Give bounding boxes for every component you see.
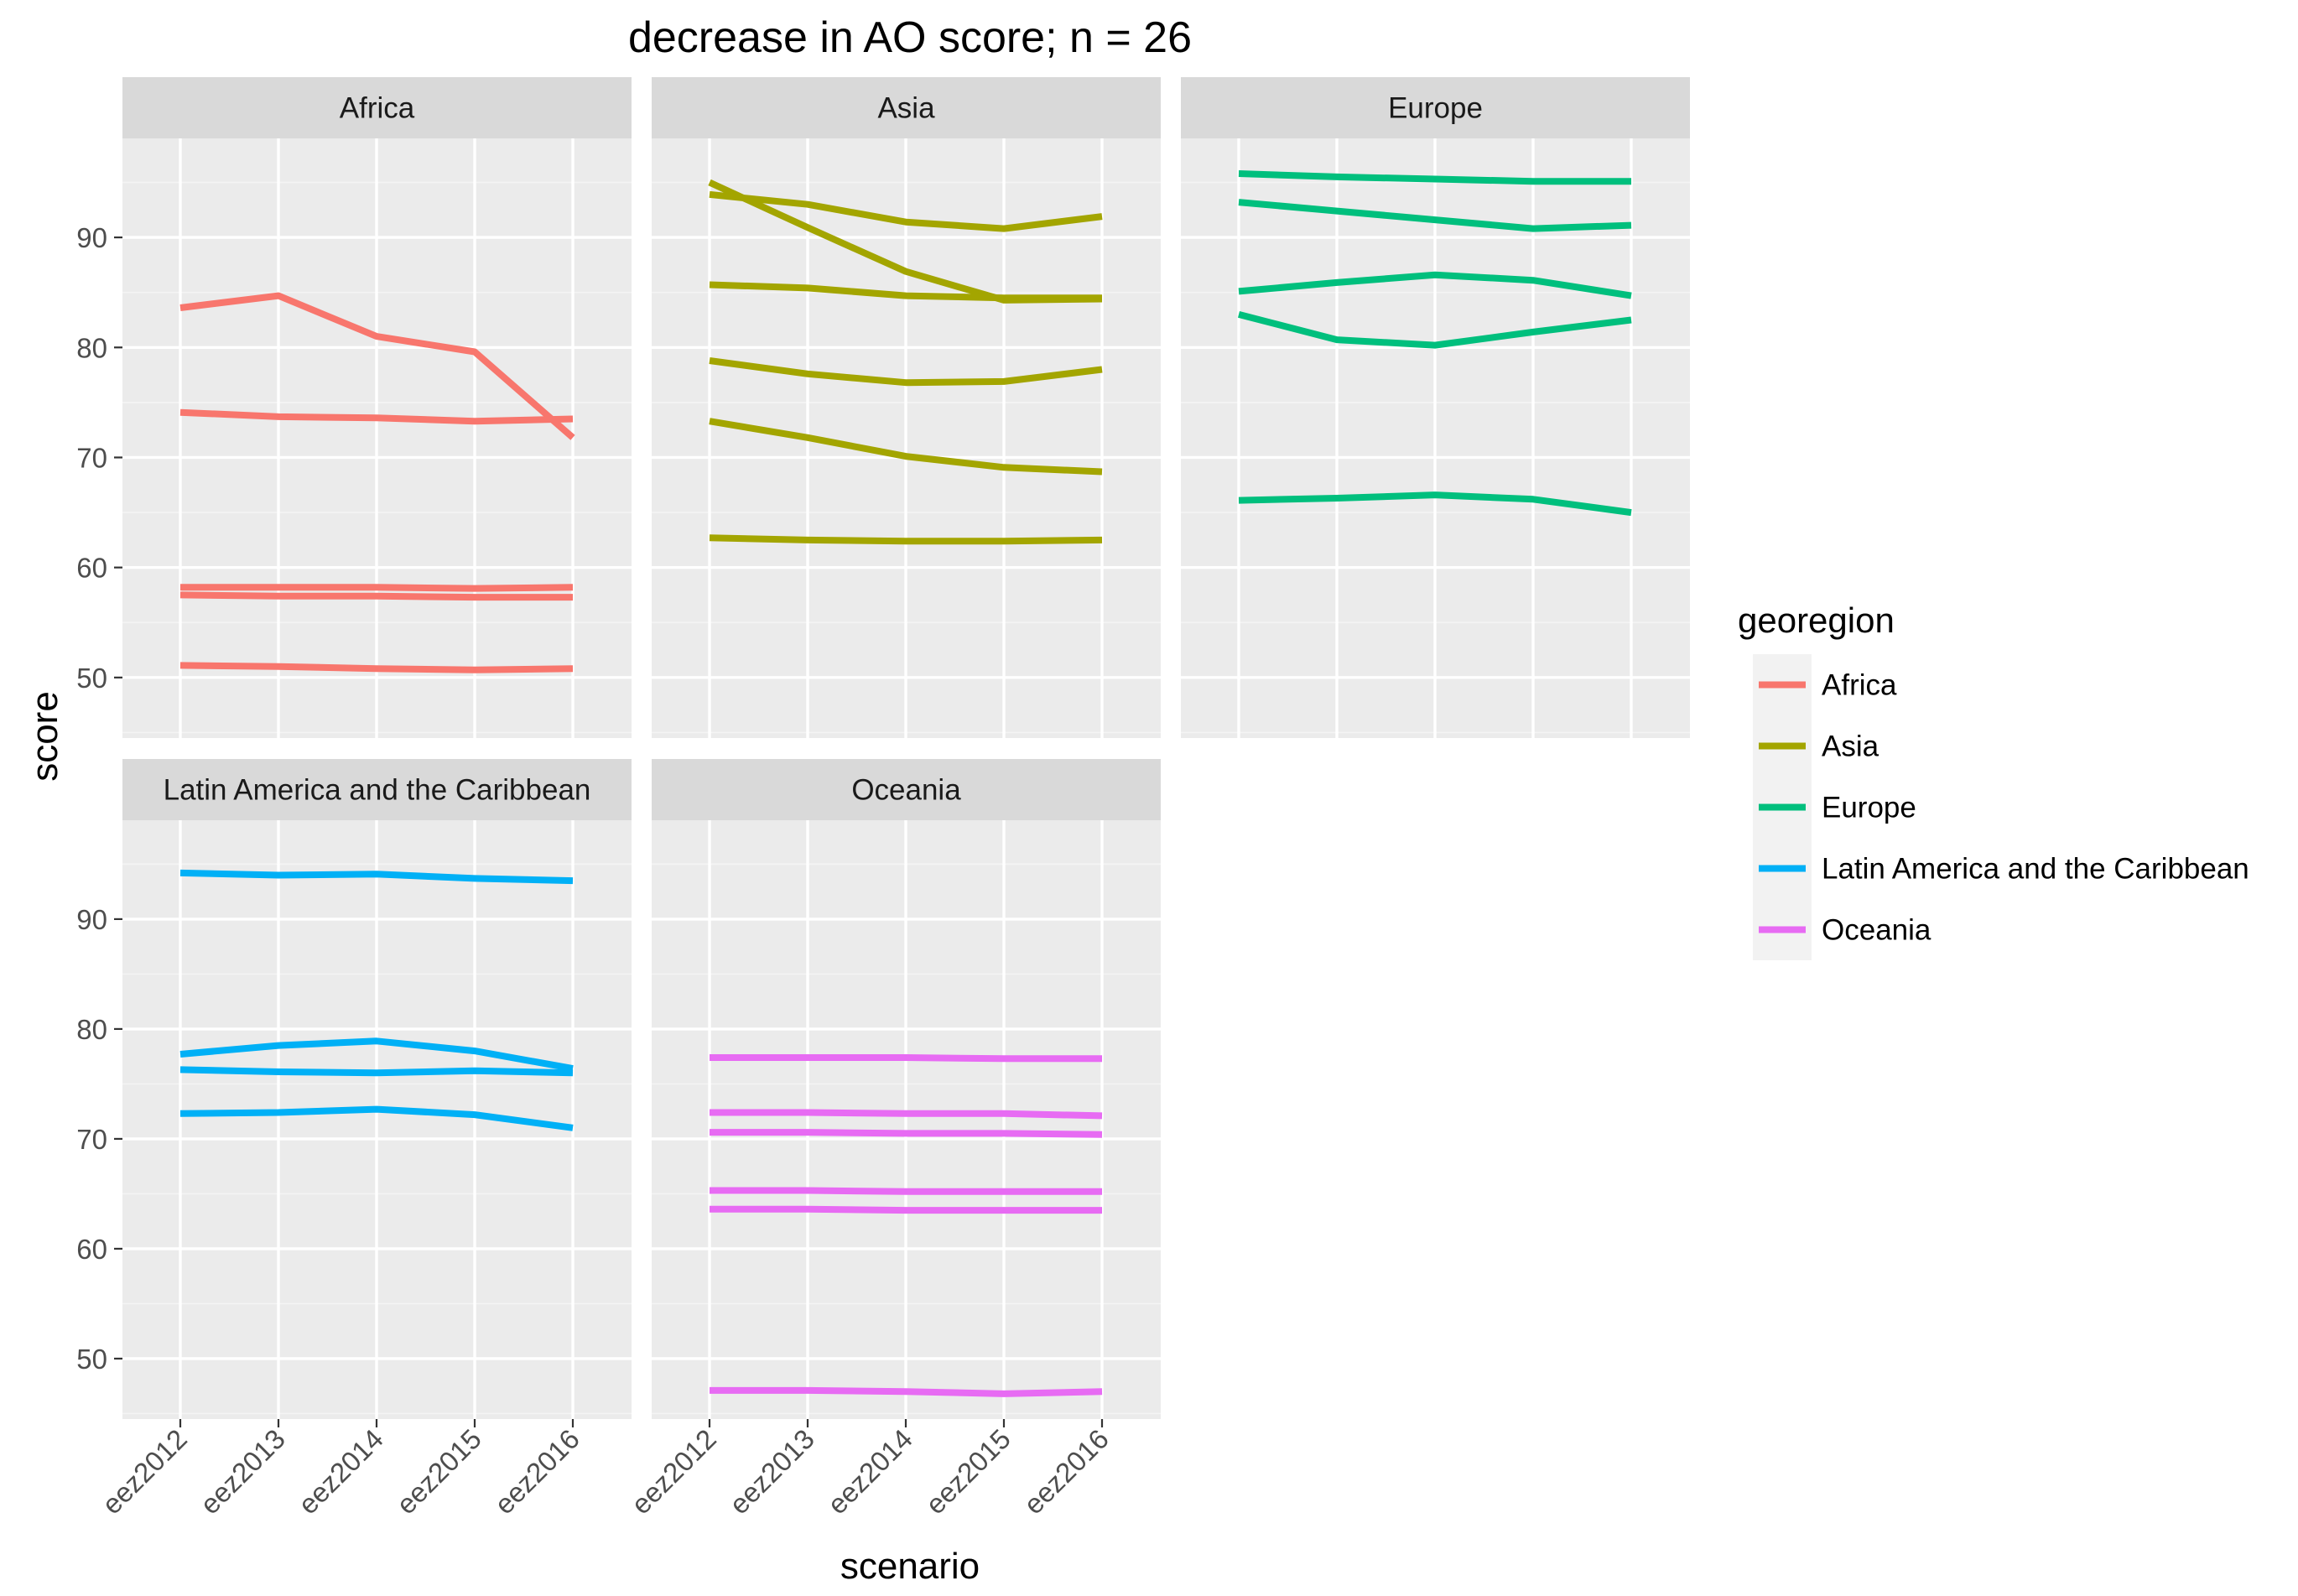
series-line bbox=[179, 869, 574, 885]
legend-entry: Africa bbox=[1753, 654, 1897, 715]
facet-panel: Europe bbox=[1181, 77, 1690, 738]
legend-label: Europe bbox=[1822, 792, 1916, 824]
y-tick-label: 50 bbox=[76, 663, 107, 694]
facet-panel: Asia bbox=[652, 77, 1161, 738]
series-line bbox=[709, 534, 1103, 545]
facet-panels: Africa 50 60 70 80 90 Asia Europe Latin America … bbox=[76, 77, 1690, 1520]
legend-label: Africa bbox=[1822, 669, 1897, 702]
facet-strip bbox=[652, 77, 1161, 138]
y-tick-label: 70 bbox=[76, 442, 107, 473]
series-line bbox=[1238, 199, 1632, 232]
y-tick-label: 90 bbox=[76, 904, 107, 935]
x-tick-label: eez2012 bbox=[625, 1423, 722, 1521]
x-tick-label: eez2016 bbox=[1017, 1423, 1115, 1521]
series-line bbox=[709, 418, 1103, 476]
legend-label: Oceania bbox=[1822, 914, 1931, 947]
series-line bbox=[1238, 311, 1632, 349]
facet-panel: Latin America and the Caribbean 50 60 70 80 9… bbox=[76, 759, 632, 1520]
legend-label: Latin America and the Caribbean bbox=[1822, 853, 2249, 886]
x-tick-label: eez2016 bbox=[488, 1423, 585, 1521]
series-line bbox=[709, 190, 1103, 232]
facet-strip bbox=[1181, 77, 1690, 138]
facet-strip bbox=[122, 77, 632, 138]
facet-strip-label: Asia bbox=[877, 92, 935, 125]
x-tick-label: eez2014 bbox=[292, 1423, 389, 1521]
facet-strip bbox=[122, 759, 632, 820]
series-line bbox=[179, 662, 574, 673]
series-line bbox=[710, 1386, 1103, 1397]
y-tick-label: 70 bbox=[76, 1124, 107, 1155]
y-tick-label: 60 bbox=[76, 1234, 107, 1265]
series-line bbox=[1238, 271, 1632, 299]
facet-strip-label: Europe bbox=[1388, 92, 1483, 125]
x-tick-label: eez2015 bbox=[919, 1423, 1016, 1521]
series-line bbox=[710, 1187, 1102, 1195]
legend-entry: Latin America and the Caribbean bbox=[1753, 838, 2249, 899]
legend-label: Asia bbox=[1822, 730, 1879, 763]
y-tick-label: 80 bbox=[76, 1014, 107, 1045]
y-tick-label: 60 bbox=[76, 553, 107, 584]
series-line bbox=[179, 408, 574, 425]
x-tick-label: eez2013 bbox=[723, 1423, 820, 1521]
x-tick-label: eez2012 bbox=[96, 1423, 193, 1521]
x-tick-label: eez2013 bbox=[194, 1423, 291, 1521]
facet-panel: Africa 50 60 70 80 90 bbox=[76, 77, 632, 738]
y-tick-label: 50 bbox=[76, 1344, 107, 1375]
y-axis-title: score bbox=[24, 691, 65, 782]
series-line bbox=[1238, 170, 1631, 185]
y-tick-label: 80 bbox=[76, 332, 107, 363]
x-tick-label: eez2015 bbox=[390, 1423, 487, 1521]
series-line bbox=[179, 591, 573, 601]
series-line bbox=[1238, 491, 1632, 517]
facet-panel: Oceania eez2012 eez2013 eez2014 eez2015 eez20… bbox=[625, 759, 1161, 1520]
series-line bbox=[179, 1037, 574, 1073]
series-line bbox=[180, 584, 574, 592]
legend-entry: Asia bbox=[1753, 715, 1879, 777]
facet-strip-label: Oceania bbox=[851, 774, 961, 807]
facet-strip-label: Africa bbox=[340, 92, 415, 125]
x-tick-label: eez2014 bbox=[821, 1423, 918, 1521]
x-axis-title: scenario bbox=[840, 1546, 980, 1587]
legend-entry: Europe bbox=[1753, 777, 1916, 838]
series-line bbox=[179, 292, 575, 440]
facet-strip bbox=[652, 759, 1161, 820]
chart-title: decrease in AO score; n = 26 bbox=[628, 13, 1192, 62]
series-line bbox=[179, 1066, 574, 1077]
legend-title: georegion bbox=[1738, 600, 1895, 640]
series-line bbox=[179, 1105, 574, 1131]
legend-entry: Oceania bbox=[1753, 899, 1931, 960]
series-line bbox=[709, 281, 1102, 302]
legend: georegion Africa Asia Europe Latin America … bbox=[1738, 600, 2249, 960]
series-line bbox=[709, 357, 1103, 387]
y-tick-label: 90 bbox=[76, 222, 107, 253]
facet-strip-label: Latin America and the Caribbean bbox=[164, 774, 591, 807]
series-line bbox=[710, 1109, 1103, 1120]
series-line bbox=[710, 1205, 1102, 1214]
series-line bbox=[710, 1129, 1103, 1138]
legend-entries: Africa Asia Europe Latin America and the Ca… bbox=[1753, 654, 2249, 960]
